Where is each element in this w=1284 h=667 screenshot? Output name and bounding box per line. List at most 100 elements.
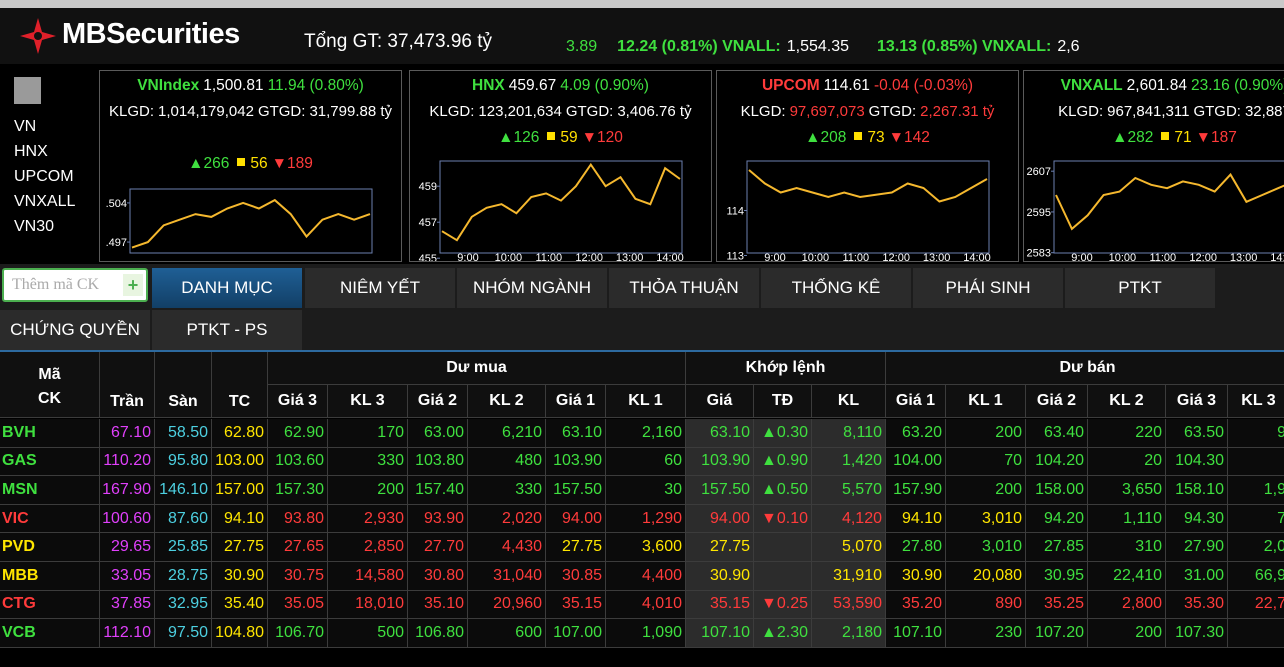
price-cell: 1,090 [606, 619, 686, 648]
toggle-icon[interactable] [14, 77, 41, 104]
price-cell: 1,420 [812, 447, 886, 477]
x-tick-label: 9:00 [1071, 252, 1092, 262]
tab[interactable]: PTKT - PS [152, 310, 302, 350]
index-panel: 459 457 455 9:00 10:00 11:00 12:00 13:00 14:00 HN… [409, 70, 712, 262]
chart-frame [439, 160, 683, 254]
price-cell: 28.75 [155, 562, 212, 591]
klgd-label: KLGD: [429, 103, 475, 120]
price-cell: 107.20 [1026, 619, 1088, 648]
price-cell: 35.40 [212, 590, 268, 620]
price-cell: 2,930 [328, 504, 408, 534]
price-cell: 1,110 [1088, 504, 1166, 534]
tab[interactable]: THỐNG KÊ [761, 268, 911, 308]
header-bar: MBSecurities Tổng GT: 37,473.96 tỷ 3.89 … [0, 8, 1284, 64]
tab[interactable]: DANH MỤC [152, 268, 302, 308]
mini-chart: 114 113 9:00 10:00 11:00 12:00 13:00 14:00 [726, 160, 991, 262]
unchanged: 73 [867, 129, 885, 146]
x-tick-label: 12:00 [882, 252, 910, 262]
search-box[interactable]: Thêm mã CK + [2, 268, 148, 302]
tab[interactable]: THỎA THUẬN [609, 268, 759, 308]
declines: ▼187 [1195, 129, 1237, 146]
sidebar-item[interactable]: VNXALL [14, 193, 76, 210]
mini-chart: 459 457 455 9:00 10:00 11:00 12:00 13:00 14:00 [419, 160, 684, 262]
klgd-value: 123,201,634 [478, 103, 562, 120]
price-cell: 157.90 [886, 476, 946, 505]
gtgd-value: 2,267.31 tỷ [920, 103, 995, 120]
price-cell: 58.50 [155, 419, 212, 448]
ticker-item: 2,6 [1057, 38, 1080, 55]
price-cell: 106.70 [268, 619, 328, 648]
advances: ▲126 [498, 129, 540, 146]
index-value: 2,601.84 [1126, 77, 1187, 94]
price-cell: ▲0.50 [754, 476, 812, 505]
ticker: 3.89 12.24 (0.81%) VNALL: 1,554.35 13.13… [566, 38, 1080, 56]
advances: ▲208 [805, 129, 847, 146]
price-cell: 2,0 [1228, 533, 1284, 562]
price-cell: 9 [1228, 419, 1284, 448]
sidebar-item[interactable]: VN [14, 118, 37, 135]
sidebar-item[interactable]: VN30 [14, 218, 55, 235]
klgd-label: KLGD: [1058, 103, 1104, 120]
price-cell: 200 [946, 419, 1026, 448]
price-cell: 35.15 [546, 590, 606, 620]
price-cell: 53,590 [812, 590, 886, 620]
x-tick-label: 14:00 [1270, 252, 1284, 262]
column-header: Giá 3 [1166, 385, 1228, 418]
symbol-cell: PVD [0, 533, 100, 562]
symbol-cell: MSN [0, 476, 100, 505]
price-cell: 500 [328, 619, 408, 648]
x-tick-label: 13:00 [616, 252, 644, 262]
price-cell: 104.30 [1166, 447, 1228, 477]
unchanged-icon [237, 158, 246, 166]
index-line [1055, 172, 1284, 231]
price-cell: 94.30 [1166, 504, 1228, 534]
tab[interactable]: CHỨNG QUYỀN [0, 310, 150, 350]
gtgd-label: GTGD: [565, 103, 614, 120]
price-cell: 4,120 [812, 504, 886, 534]
group-header: Khớp lệnh [686, 352, 886, 385]
price-cell: 107.10 [886, 619, 946, 648]
index-panel: 2607 2595 2583 9:00 10:00 11:00 12:00 13:00 14:0… [1023, 70, 1284, 262]
tab[interactable]: NHÓM NGÀNH [457, 268, 607, 308]
tab[interactable]: PTKT [1065, 268, 1215, 308]
tab[interactable]: PHÁI SINH [913, 268, 1063, 308]
tab[interactable]: NIÊM YẾT [305, 268, 455, 308]
chart-frame [1053, 160, 1284, 254]
price-cell: 63.50 [1166, 419, 1228, 448]
price-cell: 112.10 [100, 619, 155, 648]
price-cell: 1,290 [606, 504, 686, 534]
price-cell: 35.30 [1166, 590, 1228, 620]
y-tick-label: .497 [106, 237, 127, 249]
index-name: HNX [472, 77, 505, 94]
x-tick-label: 11:00 [535, 252, 562, 262]
price-cell: 30 [606, 476, 686, 505]
sidebar-item[interactable]: HNX [14, 143, 48, 160]
column-header: KL 2 [1088, 385, 1166, 418]
add-button[interactable]: + [123, 274, 143, 296]
price-cell: 2,850 [328, 533, 408, 562]
price-cell: 63.20 [886, 419, 946, 448]
price-cell: 100.60 [100, 504, 155, 534]
column-header: TĐ [754, 385, 812, 418]
price-cell: 8,110 [812, 419, 886, 448]
price-cell: 67.10 [100, 419, 155, 448]
price-cell: 32.95 [155, 590, 212, 620]
price-cell: 103.60 [268, 447, 328, 477]
price-table: Dư mua Khớp lệnh Dư bán Mã CK Trần Sàn TC Giá 3… [0, 352, 1284, 652]
price-cell: 1,9 [1228, 476, 1284, 505]
price-cell: 70 [946, 447, 1026, 477]
index-title: UPCOM 114.61 -0.04 (-0.03%) [717, 73, 1018, 99]
price-cell: 27.85 [1026, 533, 1088, 562]
price-cell: 14,580 [328, 562, 408, 591]
chart-frame [746, 160, 990, 254]
unchanged: 56 [250, 155, 268, 172]
price-cell: ▲0.90 [754, 447, 812, 477]
klgd-label: KLGD: [108, 103, 154, 120]
price-cell: 35.10 [408, 590, 468, 620]
klgd-value: 967,841,311 [1107, 103, 1190, 120]
sidebar-item[interactable]: UPCOM [14, 168, 74, 185]
price-cell: 62.90 [268, 419, 328, 448]
price-cell: 2,800 [1088, 590, 1166, 620]
